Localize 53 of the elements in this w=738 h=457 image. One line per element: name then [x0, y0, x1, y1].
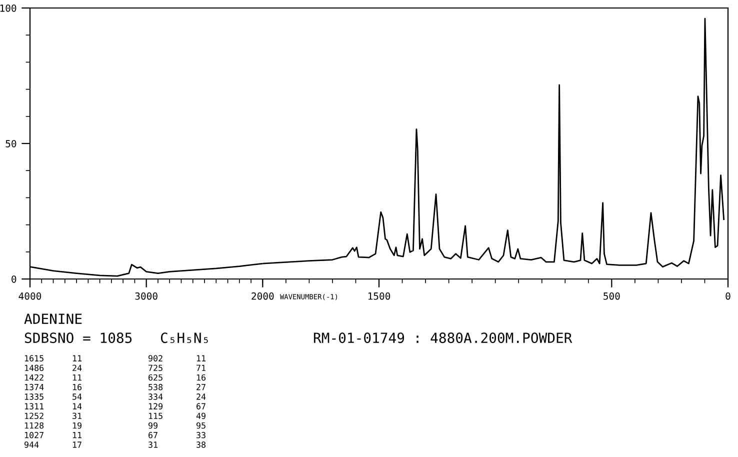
x-tick-label: 0	[726, 292, 730, 300]
text: 538	[148, 384, 163, 390]
text: C₅H₅N₅	[160, 332, 208, 344]
text: 31	[72, 412, 82, 420]
text: 115	[149, 412, 162, 420]
x-tick-label: 500	[604, 292, 620, 300]
text: 944	[24, 442, 39, 448]
x-tick-label: 3000	[135, 292, 158, 300]
text: 31	[148, 442, 158, 448]
text: RM-01-01749 : 4880A.200M.POWDER	[314, 332, 572, 344]
text: 1252	[25, 412, 44, 420]
text: 11	[73, 355, 82, 362]
text: 1027	[25, 432, 44, 438]
text: 71	[196, 364, 206, 371]
text: 33	[196, 432, 206, 438]
text: 24	[196, 394, 206, 400]
x-tick-label: 4000	[18, 292, 42, 300]
text: 95	[196, 422, 206, 429]
text: 16	[197, 374, 206, 381]
text: ADENINE	[24, 314, 82, 324]
text: 725	[148, 364, 162, 372]
text: 1374	[25, 384, 44, 390]
text: 17	[73, 442, 82, 448]
text: 1422	[25, 374, 44, 381]
text: 24	[72, 364, 82, 371]
text: 16	[73, 384, 82, 390]
text: 902	[148, 355, 162, 362]
text: 99	[148, 422, 158, 429]
text: 11	[73, 374, 82, 381]
text: 38	[196, 442, 206, 448]
text: 19	[73, 422, 82, 429]
y-tick-label: 50	[6, 140, 16, 148]
text: 1615	[25, 355, 44, 362]
text: 1486	[25, 364, 44, 372]
y-tick-label: 0	[12, 276, 16, 283]
y-tick-label: 100	[0, 4, 16, 12]
text: 11	[73, 432, 82, 438]
text: 11	[197, 355, 206, 362]
text: 129	[149, 403, 162, 410]
text: 1311	[25, 403, 44, 410]
text: 67	[148, 432, 158, 438]
text: 334	[148, 394, 163, 400]
text: 14	[73, 403, 82, 410]
x-tick-label: 2000	[252, 292, 274, 300]
text: 54	[72, 394, 82, 400]
text: 67	[196, 403, 206, 410]
text: 1128	[25, 422, 44, 429]
text: 625	[148, 374, 162, 381]
text: 49	[196, 412, 206, 420]
text: 1335	[25, 394, 44, 400]
text: 27	[196, 384, 206, 390]
text: SDBSNO = 1085	[24, 332, 132, 344]
x-tick-label: 1500	[368, 292, 390, 300]
